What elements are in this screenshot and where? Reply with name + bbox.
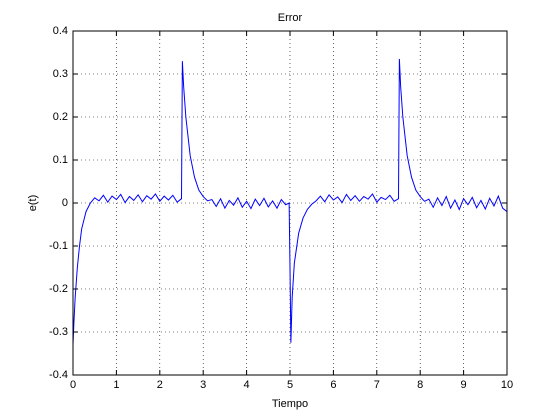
x-tick-label: 3 <box>200 379 206 391</box>
chart-title: Error <box>278 12 303 24</box>
x-tick-label: 1 <box>113 379 119 391</box>
x-tick-label: 8 <box>417 379 423 391</box>
y-axis-label: e(t) <box>27 195 39 212</box>
x-tick-label: 2 <box>157 379 163 391</box>
y-tick-label: 0.4 <box>53 25 68 37</box>
data-line <box>72 58 508 345</box>
x-tick-label: 5 <box>287 379 293 391</box>
x-tick-label: 9 <box>461 379 467 391</box>
x-tick-label: 0 <box>70 379 76 391</box>
y-tick-label: 0.3 <box>53 68 68 80</box>
x-tick-label: 4 <box>244 379 250 391</box>
y-tick-label: -0.2 <box>49 283 68 295</box>
y-tick-label: -0.3 <box>49 326 68 338</box>
x-tick-label: 6 <box>330 379 336 391</box>
x-tick-label: 7 <box>374 379 380 391</box>
y-tick-label: 0 <box>62 197 68 209</box>
y-tick-label: 0.1 <box>53 154 68 166</box>
y-tick-label: 0.2 <box>53 111 68 123</box>
y-tick-label: -0.4 <box>49 369 68 381</box>
data-layer <box>72 58 508 345</box>
x-axis-label: Tiempo <box>272 398 308 410</box>
x-tick-label: 10 <box>501 379 513 391</box>
y-tick-label: -0.1 <box>49 240 68 252</box>
